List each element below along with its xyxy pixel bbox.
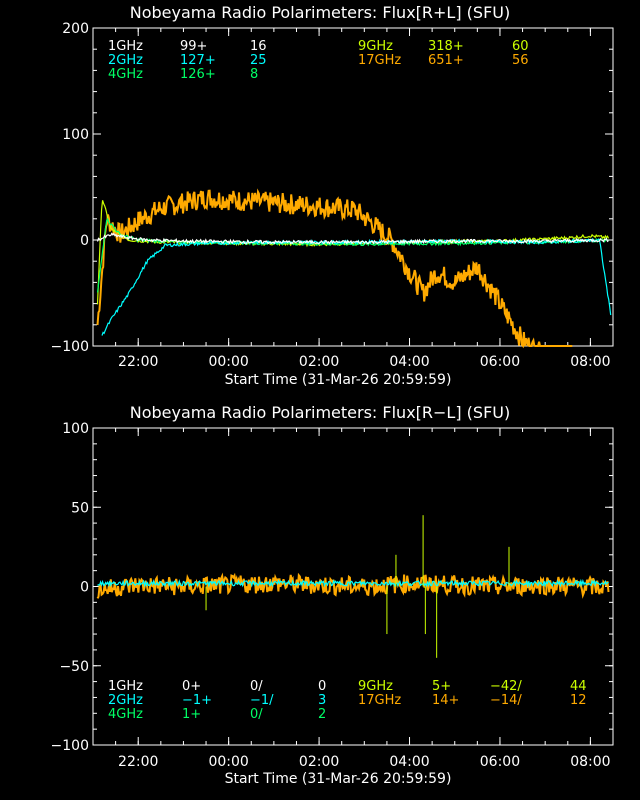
legend-4ghz-b: 0/ xyxy=(250,707,263,722)
legend-17ghz-b: 56 xyxy=(512,53,529,68)
legend-9ghz-b: 60 xyxy=(512,39,529,54)
chart-title: Nobeyama Radio Polarimeters: Flux[R+L] (… xyxy=(130,3,510,22)
legend-4ghz-freq: 4GHz xyxy=(108,707,143,722)
x-tick-label: 02:00 xyxy=(299,754,339,770)
x-tick-label: 22:00 xyxy=(118,754,158,770)
y-tick-label: 100 xyxy=(62,421,89,437)
series-line-17ghz xyxy=(96,188,573,349)
legend-17ghz-b: −14/ xyxy=(490,693,522,708)
series-line-2ghz xyxy=(97,578,609,588)
legend-2ghz-freq: 2GHz xyxy=(108,693,143,708)
plot-frame xyxy=(92,27,614,347)
x-tick-label: 06:00 xyxy=(480,754,520,770)
series-line-4ghz xyxy=(96,217,609,293)
legend-2ghz-b: 25 xyxy=(250,53,267,68)
y-tick-label: 0 xyxy=(80,580,89,596)
legend-1ghz-freq: 1GHz xyxy=(108,679,143,694)
legend-4ghz-a: 1+ xyxy=(182,707,201,722)
series-line-9ghz xyxy=(96,200,610,305)
legend-9ghz-c: 44 xyxy=(570,679,587,694)
legend-4ghz-freq: 4GHz xyxy=(108,67,143,82)
legend-17ghz-freq: 17GHz xyxy=(358,693,401,708)
legend-9ghz-b: −42/ xyxy=(490,679,522,694)
x-tick-label: 22:00 xyxy=(118,354,158,370)
legend-9ghz-a: 5+ xyxy=(432,679,451,694)
x-axis-label: Start Time (31-Mar-26 20:59:59) xyxy=(225,771,452,787)
x-tick-label: 08:00 xyxy=(570,354,610,370)
legend-1ghz-a: 0+ xyxy=(182,679,201,694)
legend-9ghz-freq: 9GHz xyxy=(358,679,393,694)
legend-17ghz-a: 651+ xyxy=(428,53,464,68)
legend-1ghz-freq: 1GHz xyxy=(108,39,143,54)
legend-2ghz-a: −1+ xyxy=(182,693,212,708)
legend-1ghz-c: 0 xyxy=(318,679,326,694)
x-tick-label: 00:00 xyxy=(208,754,248,770)
y-tick-label: −100 xyxy=(51,738,89,754)
legend-9ghz-a: 318+ xyxy=(428,39,464,54)
x-tick-label: 02:00 xyxy=(299,354,339,370)
legend-2ghz-b: −1/ xyxy=(250,693,274,708)
x-tick-label: 08:00 xyxy=(570,754,610,770)
x-axis-label: Start Time (31-Mar-26 20:59:59) xyxy=(225,372,452,388)
y-tick-label: 0 xyxy=(80,233,89,249)
y-tick-label: 200 xyxy=(62,21,89,37)
legend-1ghz-b: 0/ xyxy=(250,679,263,694)
y-tick-label: −50 xyxy=(59,659,89,675)
legend-4ghz-a: 126+ xyxy=(180,67,216,82)
legend-17ghz-c: 12 xyxy=(570,693,587,708)
y-tick-label: 50 xyxy=(71,500,89,516)
legend-2ghz-c: 3 xyxy=(318,693,326,708)
legend-17ghz-freq: 17GHz xyxy=(358,53,401,68)
series-line-1ghz xyxy=(96,232,609,245)
series-line-17ghz xyxy=(96,572,610,599)
y-tick-label: 100 xyxy=(62,127,89,143)
x-tick-label: 04:00 xyxy=(389,754,429,770)
legend-9ghz-freq: 9GHz xyxy=(358,39,393,54)
legend-1ghz-a: 99+ xyxy=(180,39,207,54)
legend-4ghz-b: 8 xyxy=(250,67,258,82)
legend-4ghz-c: 2 xyxy=(318,707,326,722)
legend-1ghz-b: 16 xyxy=(250,39,267,54)
legend-2ghz-freq: 2GHz xyxy=(108,53,143,68)
legend-17ghz-a: 14+ xyxy=(432,693,459,708)
series-line-2ghz xyxy=(101,237,612,336)
y-tick-label: −100 xyxy=(51,339,89,355)
chart-title: Nobeyama Radio Polarimeters: Flux[R−L] (… xyxy=(130,403,510,422)
x-tick-label: 06:00 xyxy=(480,354,520,370)
x-tick-label: 00:00 xyxy=(208,354,248,370)
legend-2ghz-a: 127+ xyxy=(180,53,216,68)
x-tick-label: 04:00 xyxy=(389,354,429,370)
